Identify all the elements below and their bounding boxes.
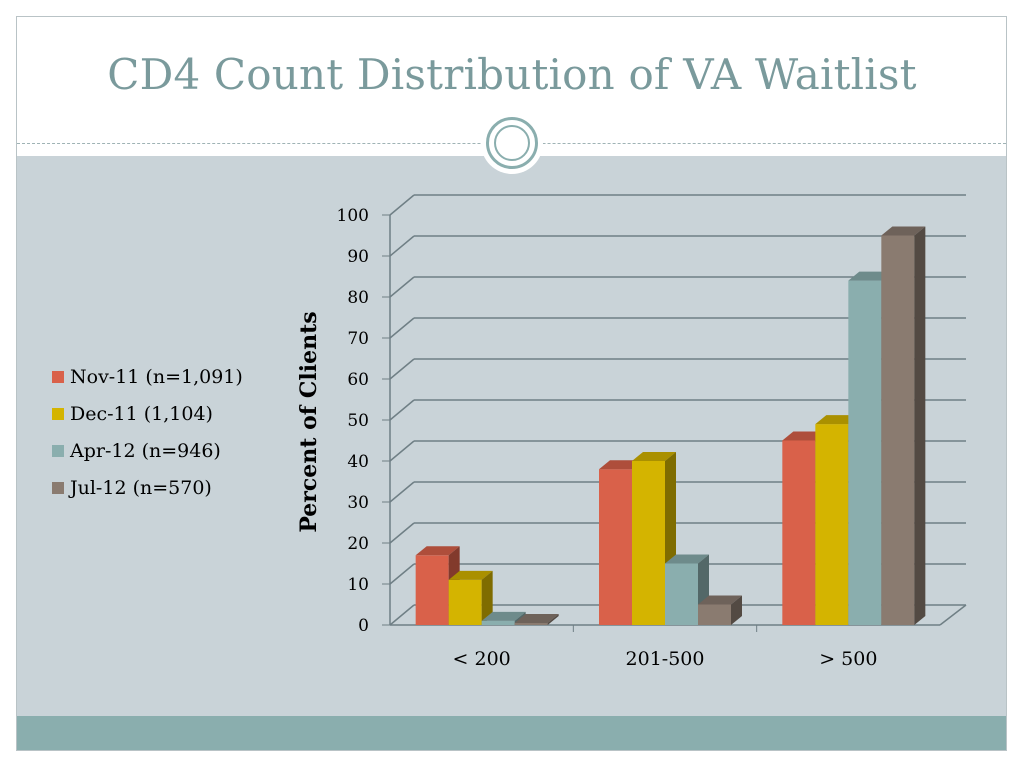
bar-front xyxy=(665,563,698,625)
bar xyxy=(698,595,742,625)
bar-front xyxy=(415,555,449,625)
legend-label: Nov-11 (n=1,091) xyxy=(70,365,243,388)
bar xyxy=(881,226,926,625)
y-tick-label: 60 xyxy=(347,370,369,390)
bar-front xyxy=(599,469,632,625)
grid-diagonal xyxy=(389,317,415,339)
slide-title: CD4 Count Distribution of VA Waitlist xyxy=(107,50,917,99)
legend-swatch xyxy=(52,370,64,383)
y-tick-label: 30 xyxy=(347,493,369,513)
bar-top xyxy=(481,611,526,621)
y-tick-label: 0 xyxy=(358,616,369,636)
y-tick-label: 20 xyxy=(347,534,369,554)
y-tick-label: 40 xyxy=(347,452,369,472)
grid-diagonal xyxy=(389,604,415,626)
legend-swatch xyxy=(52,444,64,457)
y-tick-label: 100 xyxy=(337,206,369,226)
legend-item: Jul-12 (n=570) xyxy=(52,469,243,506)
bar-front xyxy=(481,620,515,625)
floor-edge xyxy=(939,604,967,626)
footer-band xyxy=(17,716,1006,750)
bar xyxy=(514,613,559,625)
grid-diagonal xyxy=(389,399,415,421)
bar-front xyxy=(448,579,482,625)
legend-label: Jul-12 (n=570) xyxy=(70,476,212,499)
y-tick-label: 80 xyxy=(347,288,369,308)
bar-top xyxy=(632,452,676,461)
legend-swatch xyxy=(52,481,64,494)
grid-diagonal xyxy=(389,563,415,585)
x-category-label: > 500 xyxy=(819,648,877,670)
grid-diagonal xyxy=(389,522,415,544)
grid-diagonal xyxy=(389,194,415,216)
chart-legend: Nov-11 (n=1,091) Dec-11 (1,104) Apr-12 (… xyxy=(52,358,243,506)
bar xyxy=(448,570,493,625)
bar-top xyxy=(698,595,742,605)
grid-diagonal xyxy=(389,481,415,503)
grid-diagonal xyxy=(389,235,415,257)
bar-top xyxy=(665,554,709,564)
bar-top xyxy=(415,546,460,556)
bar-front xyxy=(632,461,665,625)
x-category-label: < 200 xyxy=(453,648,511,670)
grid-diagonal xyxy=(389,440,415,462)
y-axis-label: Percent of Clients xyxy=(296,311,322,532)
bar-side xyxy=(547,613,559,625)
y-tick-label: 90 xyxy=(347,247,369,267)
legend-label: Apr-12 (n=946) xyxy=(70,439,221,462)
bar-side xyxy=(481,570,493,625)
bar-front xyxy=(514,622,548,625)
legend-item: Apr-12 (n=946) xyxy=(52,432,243,469)
bar xyxy=(665,554,709,625)
legend-label: Dec-11 (1,104) xyxy=(70,402,213,425)
y-tick-label: 70 xyxy=(347,329,369,349)
bar-front xyxy=(782,440,816,625)
legend-item: Nov-11 (n=1,091) xyxy=(52,358,243,395)
bar-front xyxy=(848,280,882,625)
bar-top xyxy=(514,613,559,623)
chart-bars xyxy=(415,226,926,625)
y-tick-label: 10 xyxy=(347,575,369,595)
bar-side xyxy=(914,226,926,625)
bar-front xyxy=(881,235,915,625)
bar xyxy=(632,452,676,625)
legend-swatch xyxy=(52,407,64,420)
grid-diagonal xyxy=(389,276,415,298)
legend-item: Dec-11 (1,104) xyxy=(52,395,243,432)
bar-top xyxy=(448,570,493,580)
chart-labels: 0 10 20 30 40 50 60 70 80 90 100 < 200 201-500 > 500 xyxy=(337,206,878,670)
bar-front xyxy=(698,604,731,625)
y-tick-label: 50 xyxy=(347,411,369,431)
bar-side xyxy=(731,595,742,625)
circle-ornament-icon xyxy=(486,117,538,169)
bar-top xyxy=(881,226,926,236)
grid-diagonal xyxy=(389,358,415,380)
x-category-label: 201-500 xyxy=(626,648,705,670)
bar-front xyxy=(815,424,849,625)
